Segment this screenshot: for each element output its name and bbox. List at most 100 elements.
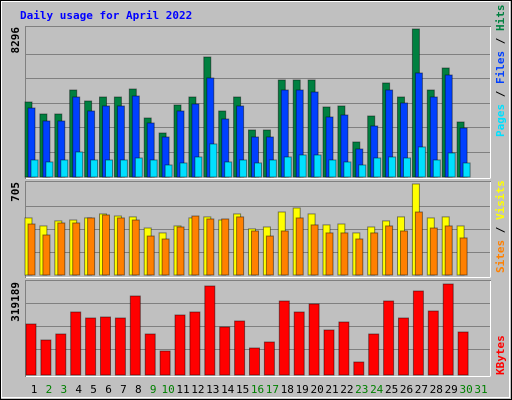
chart-title: Daily usage for April 2022 xyxy=(20,9,192,22)
bar xyxy=(70,311,82,376)
x-tick-label: 18 xyxy=(281,383,294,396)
bar xyxy=(149,159,158,178)
bar xyxy=(102,214,110,276)
bar xyxy=(295,217,304,276)
x-tick-label: 1 xyxy=(31,383,38,396)
bar xyxy=(340,232,349,276)
bar xyxy=(338,321,350,376)
x-tick-label: 3 xyxy=(60,383,67,396)
x-tick-label: 14 xyxy=(221,383,235,396)
bar xyxy=(268,159,277,178)
bar xyxy=(114,317,126,376)
bar xyxy=(60,159,69,178)
x-tick-label: 20 xyxy=(310,383,323,396)
bar xyxy=(328,159,337,178)
bar xyxy=(298,154,307,178)
bar xyxy=(194,156,203,178)
bar xyxy=(370,232,379,276)
bar xyxy=(432,159,441,178)
bar xyxy=(144,333,156,376)
bar xyxy=(403,157,411,178)
bar xyxy=(25,323,37,376)
x-tick-label: 28 xyxy=(430,383,443,396)
bar xyxy=(206,218,215,276)
legend-entry: Pages xyxy=(494,104,507,137)
legend: Sites / Visits xyxy=(494,180,507,273)
x-tick-label: 27 xyxy=(415,383,428,396)
bar xyxy=(325,232,334,276)
bar xyxy=(383,300,395,376)
x-tick-label: 11 xyxy=(176,383,189,396)
bar xyxy=(249,347,260,376)
legend-entry: Visits xyxy=(494,180,507,220)
bar xyxy=(40,339,52,376)
bar xyxy=(159,350,171,376)
bar xyxy=(442,283,454,376)
x-tick-label: 23 xyxy=(355,383,368,396)
x-tick-label: 2 xyxy=(46,383,53,396)
y-tick-label: 319189 xyxy=(9,282,22,322)
bar xyxy=(90,159,99,178)
bar xyxy=(343,161,352,178)
bar xyxy=(219,326,231,376)
bar xyxy=(224,161,233,178)
legend-entry: Hits xyxy=(494,5,507,32)
bar xyxy=(87,217,96,276)
bar xyxy=(179,162,188,178)
bar xyxy=(353,361,365,376)
x-tick-label: 15 xyxy=(236,383,249,396)
bar xyxy=(251,230,259,276)
bar xyxy=(293,311,305,376)
x-tick-label: 4 xyxy=(75,383,82,396)
bar xyxy=(278,300,290,376)
bar xyxy=(368,333,380,376)
bar xyxy=(414,211,423,276)
x-tick-label: 22 xyxy=(340,383,353,396)
bar xyxy=(234,320,246,376)
legend-separator: / xyxy=(494,220,507,240)
x-tick-label: 10 xyxy=(161,383,174,396)
bar xyxy=(358,164,367,178)
x-tick-label: 26 xyxy=(400,383,413,396)
bar xyxy=(355,238,364,276)
bar xyxy=(27,223,36,276)
x-tick-label: 7 xyxy=(120,383,127,396)
bar xyxy=(174,314,186,376)
legend-entry: Sites xyxy=(494,240,507,273)
bar xyxy=(204,285,216,376)
bar xyxy=(308,303,320,376)
x-tick-label: 30 xyxy=(459,383,472,396)
legend-separator: / xyxy=(494,84,507,104)
bar xyxy=(116,217,125,276)
bar xyxy=(373,157,382,178)
x-tick-label: 21 xyxy=(325,383,338,396)
bar xyxy=(459,237,468,276)
bar xyxy=(310,224,319,276)
y-tick-label: 705 xyxy=(9,182,22,202)
bar xyxy=(161,238,170,276)
bar xyxy=(427,310,439,376)
bar xyxy=(323,329,335,376)
bar xyxy=(131,219,140,276)
bar xyxy=(42,234,51,276)
bar xyxy=(72,222,81,276)
legend: KBytes xyxy=(494,335,507,375)
x-tick-label: 29 xyxy=(445,383,458,396)
x-tick-label: 5 xyxy=(90,383,97,396)
bar xyxy=(313,154,322,178)
x-tick-label: 31 xyxy=(474,383,487,396)
bar xyxy=(280,230,289,276)
bar xyxy=(385,225,394,276)
bar xyxy=(57,222,66,276)
legend-entry: Files xyxy=(494,51,507,84)
bar xyxy=(462,162,471,178)
x-tick-label: 6 xyxy=(105,383,112,396)
bar xyxy=(429,227,438,276)
x-tick-label: 9 xyxy=(150,383,157,396)
bar xyxy=(146,235,155,276)
x-tick-label: 12 xyxy=(191,383,204,396)
bar xyxy=(129,295,141,376)
x-tick-label: 8 xyxy=(135,383,142,396)
